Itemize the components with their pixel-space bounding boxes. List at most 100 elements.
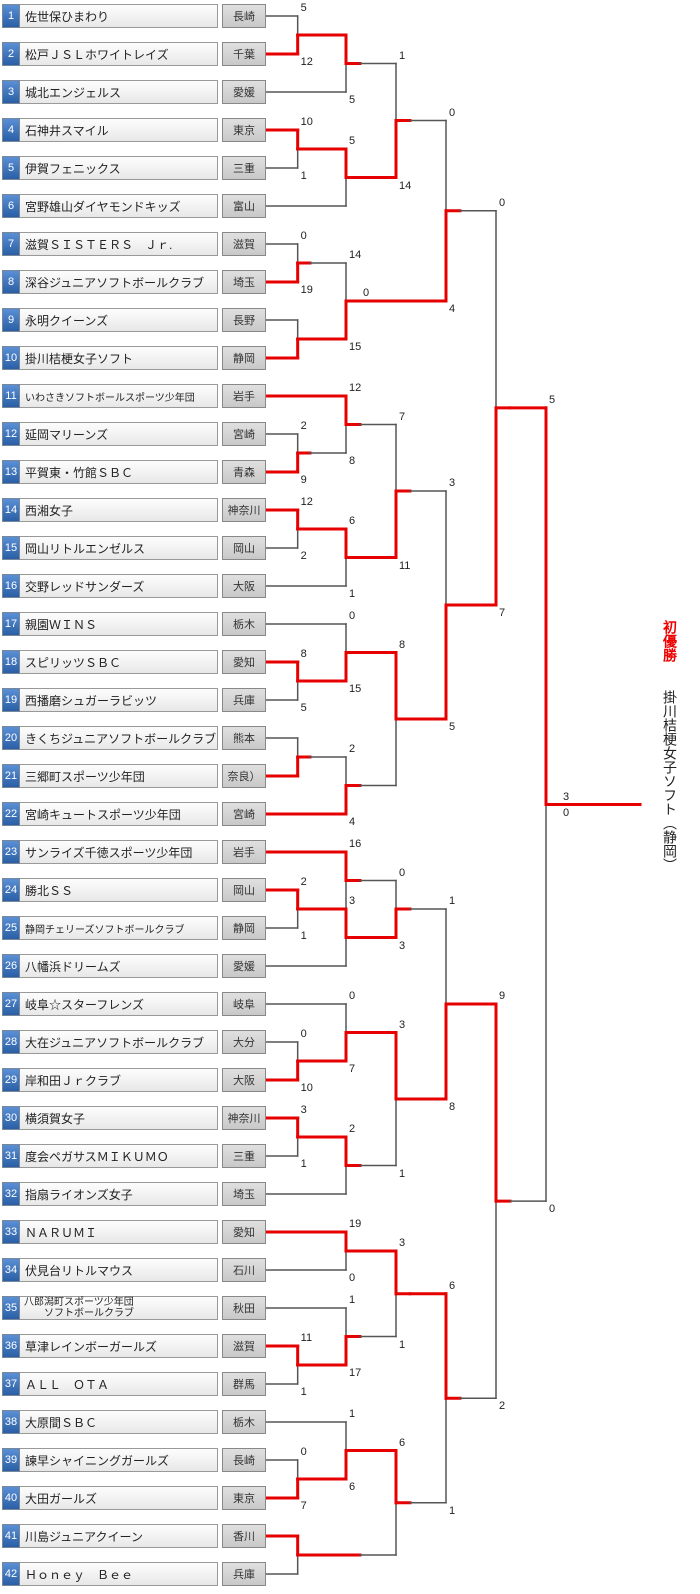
team-name: 深谷ジュニアソフトボールクラブ — [20, 270, 218, 294]
team-prefecture: 東京 — [222, 1486, 266, 1510]
bracket-score: 1 — [301, 1386, 307, 1398]
bracket-score: 4 — [449, 303, 455, 315]
bracket-score: 17 — [349, 1367, 361, 1379]
team-prefecture: 千葉 — [222, 42, 266, 66]
bracket-score: 1 — [301, 1158, 307, 1170]
team-prefecture: 愛媛 — [222, 954, 266, 978]
team-prefecture: 熊本 — [222, 726, 266, 750]
team-number: 16 — [2, 574, 20, 598]
team-prefecture: 岩手 — [222, 840, 266, 864]
team-row: 21三郷町スポーツ少年団奈良） — [2, 764, 266, 788]
team-number: 6 — [2, 194, 20, 218]
team-prefecture: 青森 — [222, 460, 266, 484]
team-number: 29 — [2, 1068, 20, 1092]
team-number: 8 — [2, 270, 20, 294]
team-row: 3城北エンジェルス愛媛 — [2, 80, 266, 104]
team-prefecture: 三重 — [222, 156, 266, 180]
team-row: 17親園ＷＩＮＳ栃木 — [2, 612, 266, 636]
bracket-score: 12 — [301, 56, 313, 68]
team-prefecture: 岩手 — [222, 384, 266, 408]
team-name: 草津レインボーガールズ — [20, 1334, 218, 1358]
team-name: 八郎潟町スポーツ少年団 ソフトボールクラブ — [20, 1296, 218, 1320]
bracket-score: 0 — [301, 1028, 307, 1040]
bracket-score: 0 — [499, 197, 505, 209]
team-row: 41川島ジュニアクイーン香川 — [2, 1524, 266, 1548]
team-prefecture: 石川 — [222, 1258, 266, 1282]
team-number: 15 — [2, 536, 20, 560]
bracket-score: 1 — [349, 1294, 355, 1306]
team-prefecture: 兵庫 — [222, 1562, 266, 1586]
team-number: 10 — [2, 346, 20, 370]
team-name: 大田ガールズ — [20, 1486, 218, 1510]
team-number: 23 — [2, 840, 20, 864]
team-prefecture: 香川 — [222, 1524, 266, 1548]
team-number: 35 — [2, 1296, 20, 1320]
bracket-score: 0 — [449, 107, 455, 119]
team-number: 40 — [2, 1486, 20, 1510]
bracket-score: 5 — [349, 94, 355, 106]
team-prefecture: 静岡 — [222, 346, 266, 370]
team-name: 指扇ライオンズ女子 — [20, 1182, 218, 1206]
bracket-score: 2 — [349, 1123, 355, 1135]
team-name: 度会ペガサスＭＩＫＵＭＯ — [20, 1144, 218, 1168]
team-prefecture: 愛知 — [222, 650, 266, 674]
bracket-score: 7 — [499, 607, 505, 619]
team-number: 14 — [2, 498, 20, 522]
bracket-score: 15 — [349, 341, 361, 353]
bracket-score: 10 — [301, 1082, 313, 1094]
bracket-score: 9 — [499, 990, 505, 1002]
bracket-score: 14 — [349, 249, 361, 261]
team-prefecture: 埼玉 — [222, 1182, 266, 1206]
team-name: 宮崎キュートスポーツ少年団 — [20, 802, 218, 826]
team-name: 松戸ＪＳＬホワイトレイズ — [20, 42, 218, 66]
team-number: 24 — [2, 878, 20, 902]
bracket-score: 6 — [349, 515, 355, 527]
bracket-score: 7 — [399, 411, 405, 423]
team-prefecture: 愛媛 — [222, 80, 266, 104]
team-number: 21 — [2, 764, 20, 788]
team-name: 伏見台リトルマウス — [20, 1258, 218, 1282]
team-number: 17 — [2, 612, 20, 636]
team-row: 35八郎潟町スポーツ少年団 ソフトボールクラブ秋田 — [2, 1296, 266, 1320]
team-row: 29岸和田Ｊｒクラブ大阪 — [2, 1068, 266, 1092]
bracket-score: 1 — [399, 1168, 405, 1180]
team-row: 25静岡チェリーズソフトボールクラブ静岡 — [2, 916, 266, 940]
team-row: 11いわさきソフトボールスポーツ少年団岩手 — [2, 384, 266, 408]
team-number: 33 — [2, 1220, 20, 1244]
bracket-score: 16 — [349, 838, 361, 850]
team-name: いわさきソフトボールスポーツ少年団 — [20, 384, 218, 408]
team-name: きくちジュニアソフトボールクラブ — [20, 726, 218, 750]
team-name: 交野レッドサンダーズ — [20, 574, 218, 598]
bracket-score: 2 — [499, 1400, 505, 1412]
team-name: 西播磨シュガーラビッツ — [20, 688, 218, 712]
bracket-score: 15 — [349, 683, 361, 695]
team-row: 42Ｈｏｎｅｙ Ｂｅｅ兵庫 — [2, 1562, 266, 1586]
team-row: 15岡山リトルエンゼルス岡山 — [2, 536, 266, 560]
team-name: 永明クイーンズ — [20, 308, 218, 332]
bracket-score: 3 — [449, 477, 455, 489]
team-name: 八幡浜ドリームズ — [20, 954, 218, 978]
team-row: 32指扇ライオンズ女子埼玉 — [2, 1182, 266, 1206]
team-number: 37 — [2, 1372, 20, 1396]
team-name: 滋賀ＳＩＳＴＥＲＳ Ｊｒ. — [20, 232, 218, 256]
team-number: 41 — [2, 1524, 20, 1548]
team-prefecture: 岡山 — [222, 878, 266, 902]
team-prefecture: 滋賀 — [222, 1334, 266, 1358]
bracket-score: 14 — [399, 180, 411, 192]
team-prefecture: 宮崎 — [222, 422, 266, 446]
bracket-score: 0 — [399, 867, 405, 879]
team-name: Ｈｏｎｅｙ Ｂｅｅ — [20, 1562, 218, 1586]
team-name: サンライズ千徳スポーツ少年団 — [20, 840, 218, 864]
team-prefecture: 長崎 — [222, 4, 266, 28]
team-number: 12 — [2, 422, 20, 446]
team-name: 静岡チェリーズソフトボールクラブ — [20, 916, 218, 940]
bracket-score: 6 — [399, 1437, 405, 1449]
bracket-score: 1 — [399, 1339, 405, 1351]
team-row: 31度会ペガサスＭＩＫＵＭＯ三重 — [2, 1144, 266, 1168]
team-row: 38大原間ＳＢＣ栃木 — [2, 1410, 266, 1434]
team-row: 20きくちジュニアソフトボールクラブ熊本 — [2, 726, 266, 750]
team-number: 1 — [2, 4, 20, 28]
bracket-score: 3 — [301, 1104, 307, 1116]
team-prefecture: 富山 — [222, 194, 266, 218]
team-number: 18 — [2, 650, 20, 674]
